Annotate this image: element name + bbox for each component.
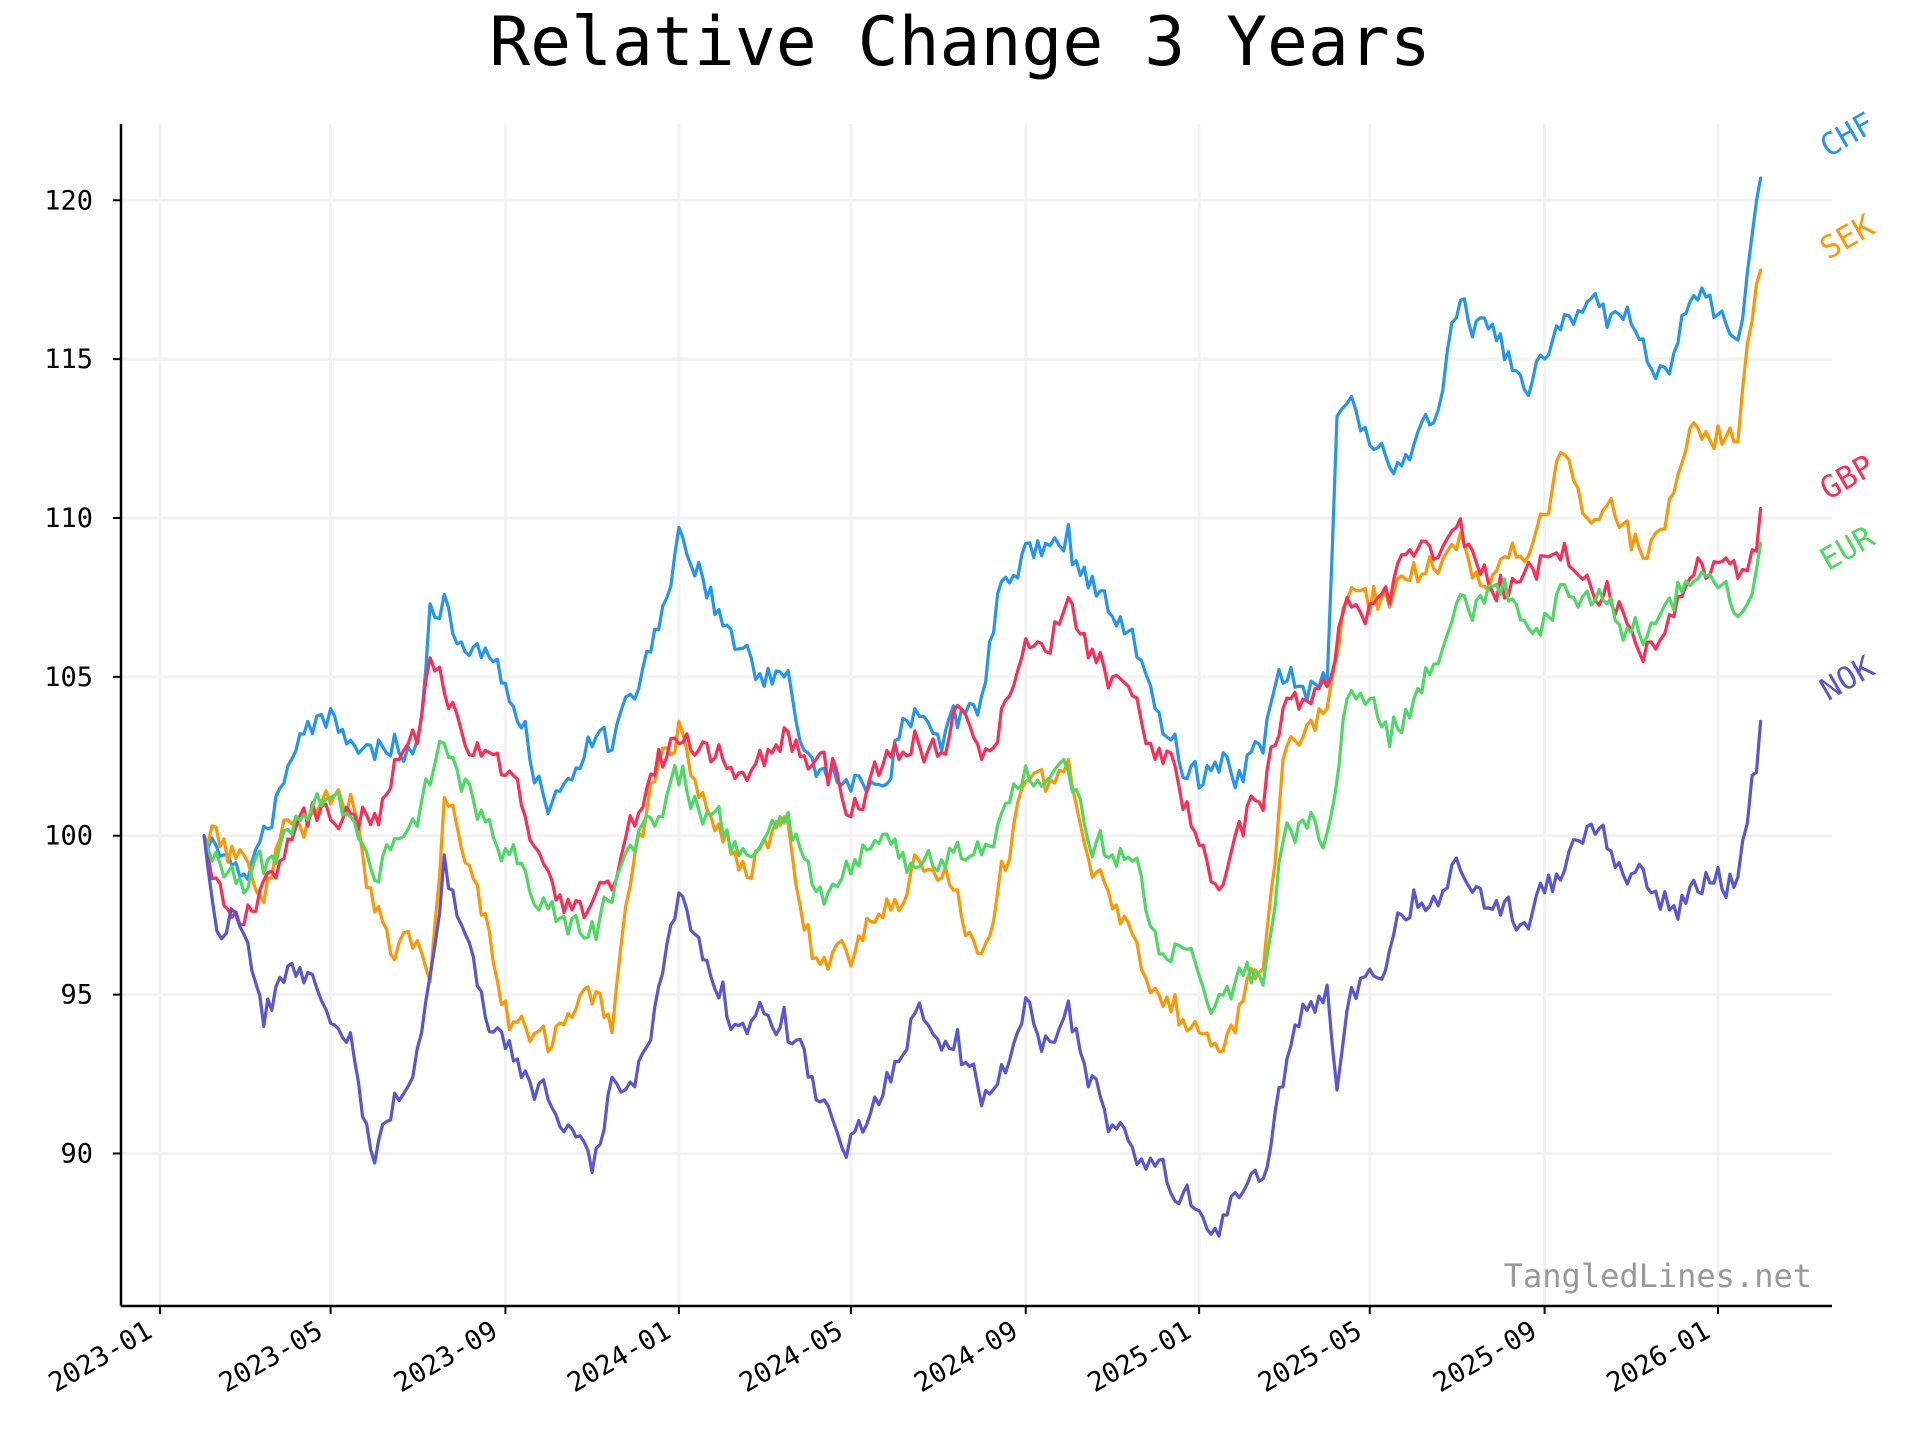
y-tick-label: 105 [44, 662, 93, 693]
series-line-nok [202, 719, 1763, 1238]
series-labels: CHF SEK GBP EUR NOK [1814, 106, 1881, 709]
y-tick-label: 90 [60, 1138, 93, 1169]
x-tick-label: 2024-09 [909, 1315, 1023, 1399]
series-line-eur [202, 541, 1763, 1015]
x-tick-label: 2025-01 [1083, 1315, 1197, 1399]
series-label-gbp: GBP [1814, 448, 1880, 507]
watermark: TangledLines.net [1504, 1257, 1812, 1295]
x-tick-label: 2024-01 [562, 1315, 676, 1399]
x-tick-label: 2026-01 [1601, 1315, 1715, 1399]
x-tick-label: 2023-01 [43, 1315, 157, 1399]
x-tick-label: 2024-05 [734, 1315, 848, 1399]
series-line-gbp [202, 506, 1763, 927]
chart-title: Relative Change 3 Years [489, 3, 1431, 82]
y-tick-label: 110 [44, 503, 93, 534]
axes [119, 124, 1832, 1308]
x-tick-label: 2023-05 [214, 1315, 328, 1399]
series-label-nok: NOK [1814, 649, 1881, 708]
grid [121, 124, 1832, 1306]
series-label-sek: SEK [1814, 208, 1881, 267]
series-line-chf [202, 176, 1763, 881]
y-tick-label: 115 [44, 344, 93, 375]
series-line-sek [202, 268, 1763, 1054]
series-label-chf: CHF [1814, 106, 1880, 165]
series-label-eur: EUR [1814, 519, 1881, 578]
y-tick-label: 100 [44, 821, 93, 852]
x-tick-label: 2025-05 [1253, 1315, 1367, 1399]
x-tick-label: 2025-09 [1428, 1315, 1542, 1399]
series-lines [202, 176, 1763, 1238]
x-axis-ticks: 2023-01 2023-05 2023-09 2024-01 2024-05 2024-… [43, 1306, 1719, 1399]
y-tick-label: 95 [60, 980, 93, 1011]
x-tick-label: 2023-09 [389, 1315, 503, 1399]
y-axis-ticks: 90 95 100 105 110 115 120 [44, 185, 121, 1169]
y-tick-label: 120 [44, 185, 93, 216]
